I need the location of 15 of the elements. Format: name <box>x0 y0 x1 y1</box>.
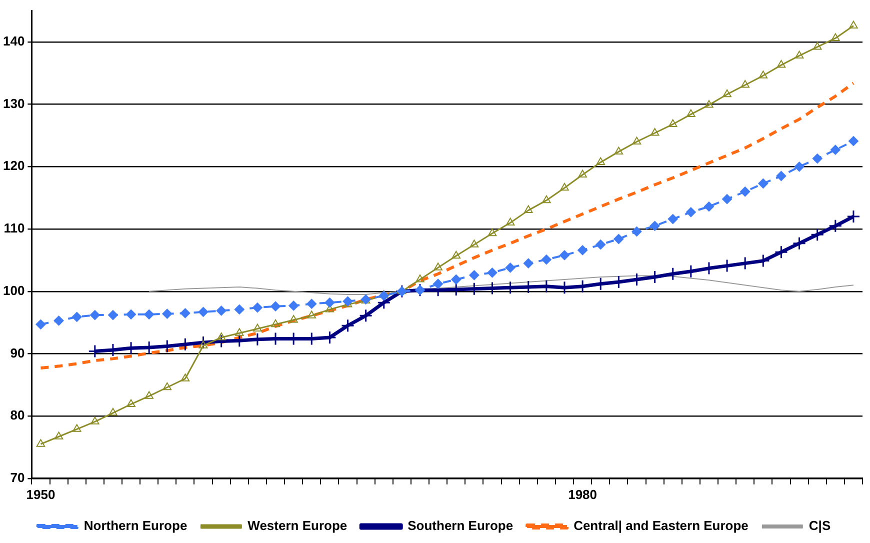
y-tick-label: 120 <box>2 158 25 174</box>
legend-label: Western Europe <box>248 518 348 534</box>
y-tick-label: 90 <box>10 345 25 360</box>
y-tick-label: 80 <box>10 408 25 423</box>
x-tick-label: 1950 <box>26 486 56 502</box>
legend-label: Southern Europe <box>408 518 514 534</box>
x-tick-label: 1980 <box>568 486 598 502</box>
legend-label: Central| and Eastern Europe <box>574 518 748 534</box>
y-tick-label: 70 <box>10 470 25 485</box>
y-tick-label: 130 <box>2 96 25 111</box>
y-tick-label: 110 <box>4 220 25 236</box>
legend-label: C|S <box>808 518 831 534</box>
legend-label: Northern Europe <box>84 518 188 534</box>
y-tick-label: 140 <box>2 34 25 49</box>
y-tick-label: 100 <box>2 282 25 298</box>
